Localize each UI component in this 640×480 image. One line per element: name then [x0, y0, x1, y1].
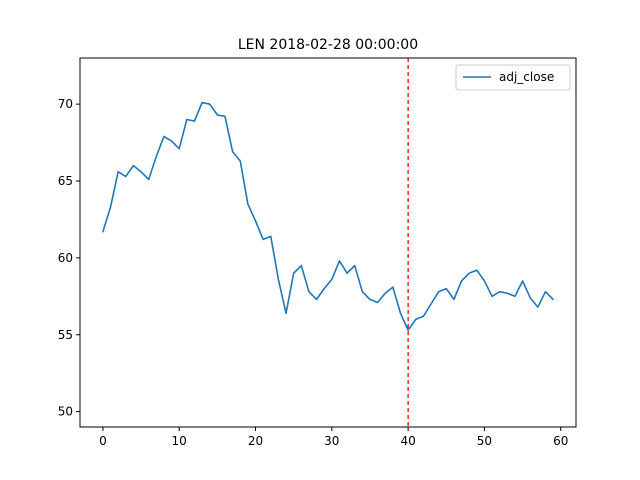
- y-tick-label: 50: [58, 405, 73, 419]
- x-tick-label: 0: [99, 434, 107, 448]
- y-tick-label: 65: [58, 174, 73, 188]
- x-tick-label: 60: [553, 434, 568, 448]
- legend-label-adj-close: adj_close: [499, 70, 554, 84]
- x-tick-label: 50: [477, 434, 492, 448]
- series-line-adj-close: [102, 101, 554, 331]
- y-tick-label: 70: [58, 97, 73, 111]
- x-tick-label: 10: [172, 434, 187, 448]
- x-tick-label: 20: [248, 434, 263, 448]
- legend-box: [455, 64, 571, 91]
- x-tick-label: 40: [400, 434, 415, 448]
- x-tick-label: 30: [324, 434, 339, 448]
- y-tick-label: 55: [58, 328, 73, 342]
- x-axis: 0 10 20 30 40 50 60: [99, 427, 568, 448]
- y-tick-label: 60: [58, 251, 73, 265]
- axes-frame: [79, 57, 577, 428]
- legend: adj_close: [455, 64, 571, 91]
- plot-area: [102, 58, 554, 427]
- y-axis: 50 55 60 65 70: [58, 97, 80, 419]
- chart-title: LEN 2018-02-28 00:00:00: [238, 37, 418, 53]
